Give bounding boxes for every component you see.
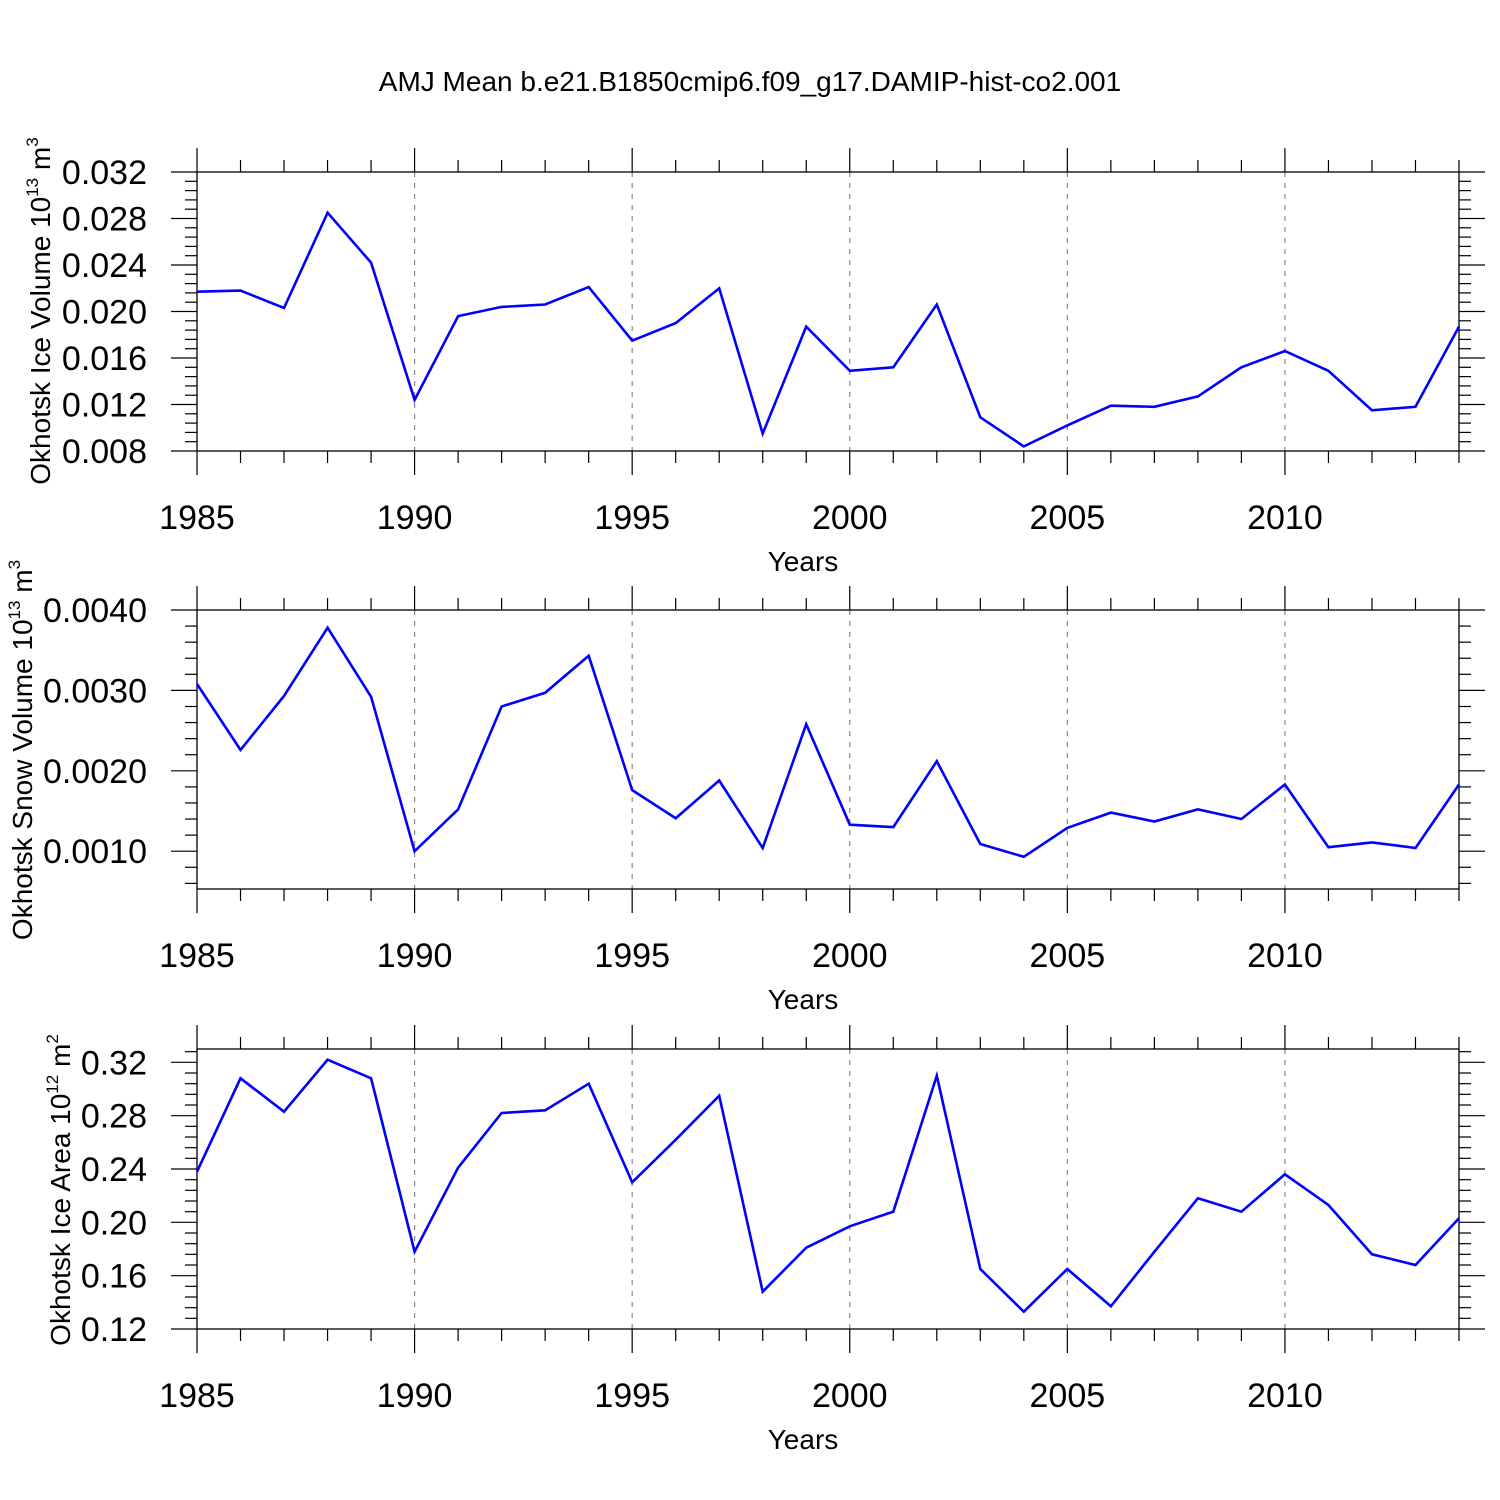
y-tick-label-0.008: 0.008 [62, 433, 147, 471]
y-tick-label-0.0020: 0.0020 [43, 753, 147, 791]
series-line-ice-area [195, 1058, 1460, 1314]
x-tick-label-1990: 1990 [377, 499, 453, 537]
plot-frame [196, 1048, 1460, 1330]
y-tick-label-0.28: 0.28 [81, 1098, 147, 1136]
figure-title: AMJ Mean b.e21.B1850cmip6.f09_g17.DAMIP-… [378, 66, 1122, 97]
y-tick-label-0.020: 0.020 [62, 294, 147, 332]
x-tick-label-2005: 2005 [1030, 937, 1106, 975]
x-tick-label-1995: 1995 [594, 499, 670, 537]
x-axis-label: Years [768, 984, 839, 1015]
panel-snow-volume: 1985 1990 1995 2000 2005 2010 0.0010 0.0020 0.00… [5, 560, 1485, 1015]
x-tick-label-1990: 1990 [377, 1377, 453, 1415]
y-tick-label-0.32: 0.32 [81, 1044, 147, 1082]
x-tick-label-1995: 1995 [594, 1377, 670, 1415]
y-tick-label-0.016: 0.016 [62, 340, 147, 378]
plot-frame [196, 609, 1460, 890]
y-tick-label-0.032: 0.032 [62, 154, 147, 192]
x-tick-label-1985: 1985 [159, 499, 235, 537]
y-tick-label-0.0030: 0.0030 [43, 672, 147, 710]
x-tick-label-2005: 2005 [1030, 1377, 1106, 1415]
x-tick-label-1985: 1985 [159, 937, 235, 975]
y-axis-label: Okhotsk Ice Volume 1013 m3 [23, 137, 56, 484]
y-tick-label-0.20: 0.20 [81, 1204, 147, 1242]
x-tick-label-1985: 1985 [159, 1377, 235, 1415]
x-axis-label: Years [768, 1424, 839, 1455]
y-axis-label: Okhotsk Snow Volume 1013 m3 [5, 560, 38, 940]
x-tick-label-2010: 2010 [1247, 1377, 1323, 1415]
panel-ice-volume: 1985 1990 1995 2000 2005 2010 0.008 0.012 0.016 0… [23, 137, 1485, 577]
x-tick-label-2000: 2000 [812, 937, 888, 975]
x-tick-label-1990: 1990 [377, 937, 453, 975]
x-tick-label-2000: 2000 [812, 499, 888, 537]
x-tick-label-2005: 2005 [1030, 499, 1106, 537]
x-tick-label-1995: 1995 [594, 937, 670, 975]
series-line-snow-volume [195, 625, 1461, 859]
y-tick-label-0.0040: 0.0040 [43, 592, 147, 630]
x-tick-label-2000: 2000 [812, 1377, 888, 1415]
x-tick-label-2010: 2010 [1247, 499, 1323, 537]
y-tick-label-0.012: 0.012 [62, 387, 147, 425]
y-tick-label-0.028: 0.028 [62, 201, 147, 239]
x-tick-label-2010: 2010 [1247, 937, 1323, 975]
y-tick-label-0.024: 0.024 [62, 247, 147, 285]
y-tick-label-0.12: 0.12 [81, 1311, 147, 1349]
series-line-ice-volume [196, 210, 1461, 448]
panel-ice-area: 1985 1990 1995 2000 2005 2010 0.12 0.16 0.20 0.24… [43, 1025, 1485, 1455]
x-axis-label: Years [768, 546, 839, 577]
y-tick-label-0.0010: 0.0010 [43, 833, 147, 871]
y-tick-label-0.16: 0.16 [81, 1258, 147, 1296]
y-axis-label: Okhotsk Ice Area 1012 m2 [43, 1034, 76, 1346]
y-tick-label-0.24: 0.24 [81, 1151, 147, 1189]
